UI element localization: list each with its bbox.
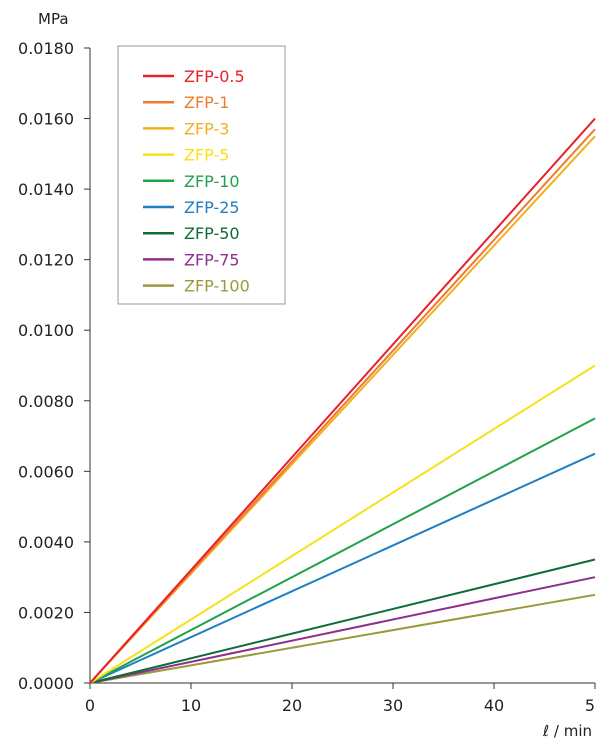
series-line-zfp-50 xyxy=(89,558,596,684)
y-axis-unit-label: MPa xyxy=(38,10,69,28)
series-line-zfp-1 xyxy=(89,128,596,684)
legend-label: ZFP-5 xyxy=(184,146,229,165)
y-tick-label: 0.0100 xyxy=(18,321,74,340)
legend-box xyxy=(117,45,286,305)
legend-label: ZFP-0.5 xyxy=(184,67,245,86)
legend-label: ZFP-50 xyxy=(184,224,240,243)
series-lines xyxy=(89,117,596,684)
series-line-zfp-75 xyxy=(89,576,596,684)
x-axis-unit-label: ℓ / min xyxy=(542,722,592,738)
series-line-zfp-10 xyxy=(89,417,596,684)
y-tick-label: 0.0140 xyxy=(18,180,74,199)
y-tick-label: 0.0020 xyxy=(18,603,74,622)
x-tick-label: 50 xyxy=(585,696,596,715)
legend: ZFP-0.5 ZFP-1 ZFP-3 ZFP-5 ZFP-10 ZFP-25 ZFP-50… xyxy=(117,45,286,305)
y-tick-label: 0.0160 xyxy=(18,110,74,129)
axes xyxy=(89,48,595,684)
x-tick-label: 0 xyxy=(85,696,95,715)
legend-label: ZFP-100 xyxy=(184,277,250,296)
x-axis-ticks: 0 10 20 30 40 50 xyxy=(85,683,596,715)
y-tick-label: 0.0060 xyxy=(18,462,74,481)
y-tick-label: 0.0040 xyxy=(18,533,74,552)
x-tick-label: 20 xyxy=(282,696,302,715)
y-tick-label: 0.0080 xyxy=(18,392,74,411)
x-tick-label: 10 xyxy=(181,696,201,715)
legend-label: ZFP-10 xyxy=(184,172,240,191)
legend-label: ZFP-25 xyxy=(184,198,240,217)
series-line-zfp-5 xyxy=(89,364,596,684)
x-tick-label: 30 xyxy=(383,696,403,715)
series-line-zfp-0.5 xyxy=(89,117,596,684)
series-line-zfp-25 xyxy=(89,452,596,684)
y-axis-ticks: 0.0000 0.0020 0.0040 0.0060 0.0080 0.0100 0.01… xyxy=(18,39,90,693)
x-tick-label: 40 xyxy=(484,696,504,715)
legend-label: ZFP-1 xyxy=(184,93,229,112)
y-tick-label: 0.0120 xyxy=(18,251,74,270)
y-tick-label: 0.0180 xyxy=(18,39,74,58)
series-line-zfp-100 xyxy=(89,593,596,684)
legend-label: ZFP-3 xyxy=(184,119,229,138)
legend-label: ZFP-75 xyxy=(184,250,240,269)
y-tick-label: 0.0000 xyxy=(18,674,74,693)
